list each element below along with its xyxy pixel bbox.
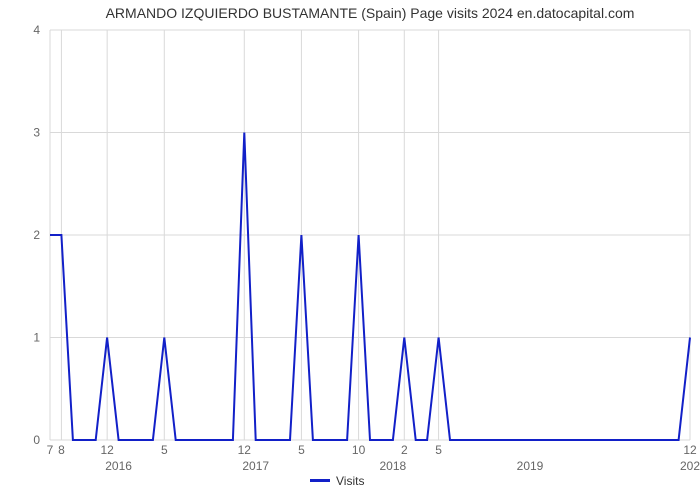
x-year-label: 2019: [517, 459, 544, 473]
x-year-label: 2017: [242, 459, 269, 473]
x-tick-label: 8: [58, 443, 65, 457]
chart-title: ARMANDO IZQUIERDO BUSTAMANTE (Spain) Pag…: [106, 5, 635, 21]
legend-label: Visits: [336, 474, 364, 488]
x-tick-label: 5: [298, 443, 305, 457]
y-tick-label: 4: [33, 23, 40, 37]
x-tick-label: 7: [47, 443, 54, 457]
legend-swatch: [310, 479, 330, 482]
x-tick-label: 12: [100, 443, 114, 457]
chart-bg: [0, 0, 700, 500]
x-year-label: 2016: [105, 459, 132, 473]
visits-line-chart: 01234781251251025122016201720182019202AR…: [0, 0, 700, 500]
y-tick-label: 0: [33, 433, 40, 447]
x-year-label: 2018: [380, 459, 407, 473]
x-tick-label: 10: [352, 443, 366, 457]
y-tick-label: 3: [33, 126, 40, 140]
x-tick-label: 5: [435, 443, 442, 457]
x-year-label: 202: [680, 459, 700, 473]
x-tick-label: 2: [401, 443, 408, 457]
y-tick-label: 1: [33, 331, 40, 345]
x-tick-label: 5: [161, 443, 168, 457]
x-tick-label: 12: [238, 443, 252, 457]
x-tick-label: 12: [683, 443, 697, 457]
y-tick-label: 2: [33, 228, 40, 242]
